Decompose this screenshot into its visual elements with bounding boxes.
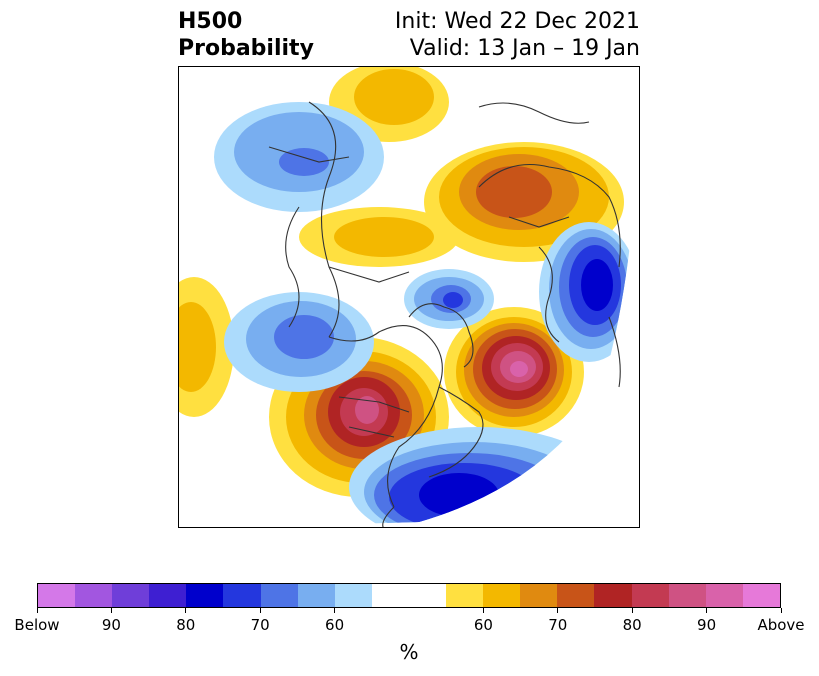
colorbar-tick-mark bbox=[334, 608, 336, 613]
colorbar-cell bbox=[297, 584, 335, 607]
colorbar-cell bbox=[483, 584, 521, 607]
map-dates: Init: Wed 22 Dec 2021 Valid: 13 Jan – 19… bbox=[395, 8, 640, 62]
colorbar-tick-mark bbox=[706, 608, 708, 613]
colorbar-cell bbox=[186, 584, 224, 607]
colorbar-tick-label: 90 bbox=[697, 616, 717, 634]
bering-trough bbox=[224, 292, 374, 392]
colorbar-cell bbox=[446, 584, 484, 607]
colorbar-tick-label: Above bbox=[757, 616, 805, 634]
colorbar-cell bbox=[334, 584, 372, 607]
colorbar-tick-mark bbox=[780, 608, 782, 613]
colorbar-tick-mark bbox=[631, 608, 633, 613]
valid-dates: Valid: 13 Jan – 19 Jan bbox=[409, 36, 640, 61]
colorbar-tick-mark bbox=[482, 608, 484, 613]
colorbar-cell bbox=[594, 584, 632, 607]
colorbar-tick-label: 70 bbox=[548, 616, 568, 634]
title-product: Probability bbox=[178, 36, 314, 61]
colorbar-tick-label: 80 bbox=[176, 616, 196, 634]
map-title: H500 Probability bbox=[178, 8, 314, 62]
northwest-europe-trough bbox=[539, 222, 639, 362]
north-atlantic-ridge bbox=[444, 307, 584, 437]
colorbar-cell bbox=[408, 584, 447, 607]
probability-map bbox=[179, 67, 639, 527]
colorbar-cell bbox=[75, 584, 113, 607]
coastlines bbox=[268, 101, 621, 527]
central-asia-trough bbox=[214, 102, 384, 212]
colorbar-tick-label: 80 bbox=[622, 616, 642, 634]
colorbar-cell bbox=[742, 584, 780, 607]
colorbar-tick-label: Below bbox=[14, 616, 60, 634]
colorbar-cell bbox=[668, 584, 706, 607]
colorbar-cell bbox=[557, 584, 595, 607]
colorbar-cell bbox=[38, 584, 76, 607]
colorbar-cell bbox=[371, 584, 409, 607]
init-date: Init: Wed 22 Dec 2021 bbox=[394, 9, 640, 34]
colorbar bbox=[37, 583, 781, 608]
colorbar-tick-mark bbox=[557, 608, 559, 613]
colorbar-cell bbox=[112, 584, 150, 607]
colorbar-tick-mark bbox=[259, 608, 261, 613]
colorbar-cell bbox=[223, 584, 261, 607]
colorbar-tick-mark bbox=[185, 608, 187, 613]
map-panel bbox=[178, 66, 640, 528]
colorbar-cell bbox=[520, 584, 558, 607]
colorbar-tick-label: 60 bbox=[473, 616, 493, 634]
colorbar-tick-mark bbox=[36, 608, 38, 613]
colorbar-cell bbox=[631, 584, 669, 607]
colorbar-cell bbox=[260, 584, 298, 607]
colorbar-tick-label: 60 bbox=[325, 616, 345, 634]
colorbar-tick-mark bbox=[110, 608, 112, 613]
colorbar-cell bbox=[149, 584, 187, 607]
colorbar-unit-label: % bbox=[399, 640, 419, 664]
colorbar-tick-label: 70 bbox=[250, 616, 270, 634]
title-variable: H500 bbox=[178, 9, 243, 34]
colorbar-cell bbox=[705, 584, 743, 607]
east-pacific-ridge bbox=[179, 277, 234, 417]
arctic-trough bbox=[404, 269, 494, 329]
colorbar-tick-label: 90 bbox=[101, 616, 121, 634]
